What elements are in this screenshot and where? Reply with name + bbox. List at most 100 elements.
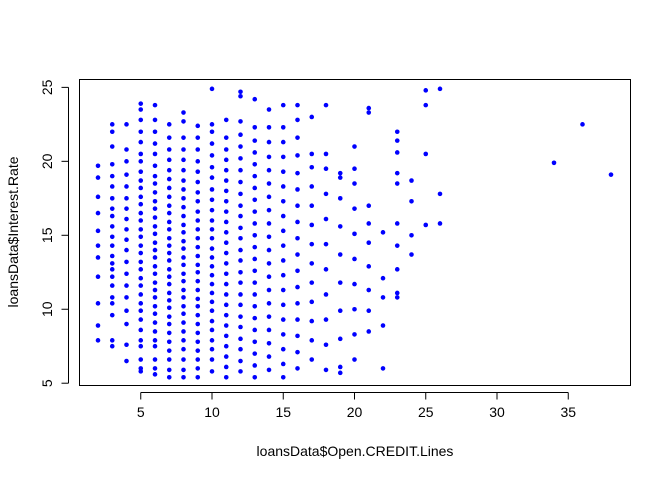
data-point [223,240,229,245]
data-point [209,153,215,158]
data-point [152,206,158,211]
data-point [394,181,400,186]
data-point [295,252,300,257]
data-point [109,234,115,240]
data-point [166,258,172,263]
data-point [252,209,258,214]
data-point [337,170,343,176]
data-point [352,357,357,362]
data-point [138,327,144,333]
data-point [195,348,201,353]
data-point [252,292,258,297]
data-point [152,141,158,146]
data-point [223,219,229,225]
data-point [138,343,144,349]
data-point [352,256,357,262]
data-point [252,161,258,167]
data-point [166,274,172,280]
data-point [166,167,172,173]
data-point [181,157,186,163]
data-point [95,323,101,328]
data-point [195,135,201,140]
data-point [166,176,172,182]
data-point [95,194,101,200]
data-point [124,271,129,277]
data-point [124,122,129,127]
data-point [266,139,272,145]
data-point [238,346,243,352]
data-point [409,252,414,257]
data-point [124,237,129,243]
data-point [608,172,614,177]
data-point [209,86,215,92]
data-point [152,329,158,334]
data-point [295,117,300,123]
data-point [337,364,343,370]
data-point [252,221,258,226]
data-point [223,147,229,152]
data-point [138,227,144,232]
data-point [109,312,115,318]
data-point [223,302,229,308]
data-point [166,281,172,287]
data-point [209,308,215,314]
data-point [195,278,201,284]
data-point [138,210,144,216]
data-point [323,317,329,322]
data-point [95,175,101,180]
data-point [109,295,115,300]
data-point [266,301,272,306]
data-point [209,246,215,251]
data-point [166,185,172,191]
data-point [195,339,201,345]
data-point [181,147,186,152]
data-point [280,243,286,248]
data-point [124,358,129,364]
x-axis: 5 10 15 20 25 30 35 [137,392,576,420]
data-point [152,357,158,362]
data-point [209,264,215,269]
data-point [295,301,300,306]
data-point [252,138,258,143]
data-point [166,339,172,345]
data-point [109,343,115,349]
data-point [124,321,129,327]
data-point [138,243,144,248]
data-point [195,235,201,241]
data-point [195,321,201,327]
data-point [309,203,315,209]
data-point [223,167,229,173]
data-point [252,96,258,102]
data-point [238,314,243,319]
data-point [124,283,129,288]
data-point [166,314,172,319]
data-point [266,207,272,213]
data-point [238,302,243,308]
data-point [138,185,144,191]
data-point [309,222,315,228]
data-point [95,163,101,169]
data-point [437,221,443,226]
data-point [124,147,129,152]
data-point [323,166,329,172]
data-point [195,312,201,318]
data-point [152,173,158,179]
data-point [394,267,400,272]
data-point [252,197,258,203]
data-point [366,264,372,269]
data-point [109,283,115,288]
data-point [223,312,229,318]
data-point [266,221,272,226]
data-point [109,173,115,179]
data-point [109,129,115,135]
data-point [181,246,186,251]
data-point [152,271,158,277]
data-point [195,253,201,259]
data-point [166,321,172,327]
data-point [238,119,243,124]
data-point [337,370,343,376]
data-point [195,218,201,223]
data-point [394,150,400,155]
data-point [209,197,215,203]
data-point [109,144,115,149]
